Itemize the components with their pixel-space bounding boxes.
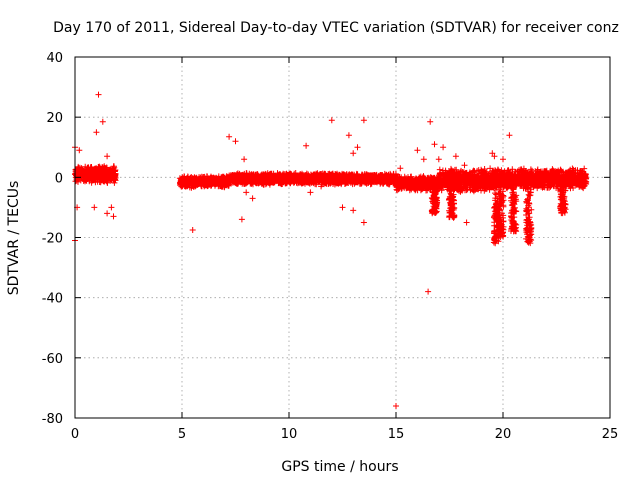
y-tick-label: 0 (55, 171, 63, 186)
y-tick-label: 20 (46, 111, 63, 126)
y-tick-label: -80 (42, 412, 63, 427)
x-tick-label: 15 (388, 427, 405, 442)
y-tick-label: -60 (42, 352, 63, 367)
chart-title: Day 170 of 2011, Sidereal Day-to-day VTE… (53, 20, 619, 36)
x-tick-label: 0 (71, 427, 79, 442)
data-points (72, 91, 590, 409)
x-tick-label: 25 (602, 427, 619, 442)
y-tick-label: -20 (42, 232, 63, 247)
y-axis-label: SDTVAR / TECUs (6, 181, 22, 296)
x-tick-label: 5 (178, 427, 186, 442)
scatter-marks (72, 91, 590, 409)
axes: 0 5 10 15 20 25 -80 -60 -40 -20 0 20 40 (42, 51, 619, 442)
x-axis-label: GPS time / hours (281, 459, 398, 475)
x-tick-label: 20 (495, 427, 512, 442)
x-tick-label: 10 (281, 427, 298, 442)
y-tick-label: 40 (46, 51, 63, 66)
y-tick-label: -40 (42, 292, 63, 307)
